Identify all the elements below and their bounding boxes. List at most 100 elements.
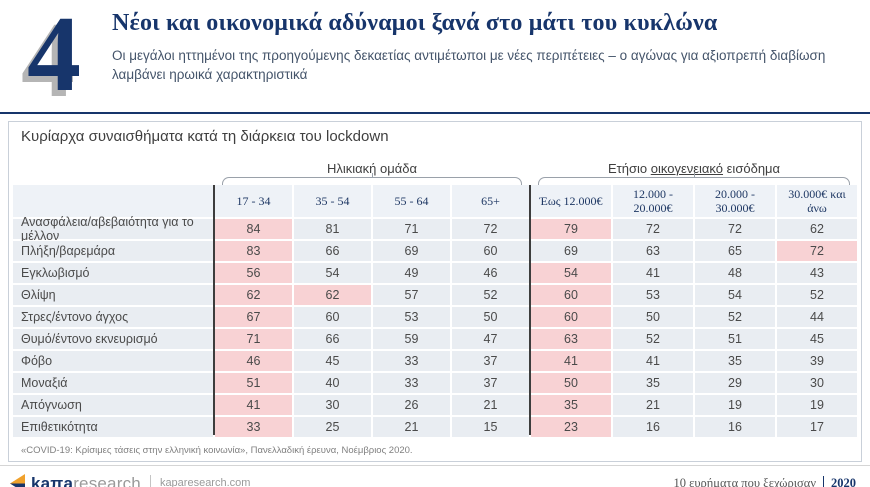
row-label: Θυμό/έντονο εκνευρισμό xyxy=(13,329,213,349)
value-cell: 69 xyxy=(373,241,450,261)
value-cell: 72 xyxy=(613,219,693,239)
value-cell: 37 xyxy=(452,373,529,393)
value-cell: 54 xyxy=(531,263,611,283)
row-label: Εγκλωβισμό xyxy=(13,263,213,283)
value-cell: 15 xyxy=(452,417,529,437)
value-cell: 54 xyxy=(695,285,775,305)
header-divider xyxy=(0,112,870,114)
column-header: 55 - 64 xyxy=(373,185,450,217)
value-cell: 72 xyxy=(452,219,529,239)
value-cell: 45 xyxy=(777,329,857,349)
group-income: Ετήσιο οικογενειακό εισόδημα xyxy=(531,161,857,185)
value-cell: 47 xyxy=(452,329,529,349)
value-cell: 83 xyxy=(215,241,292,261)
kapa-logo-icon xyxy=(10,473,25,487)
value-cell: 72 xyxy=(695,219,775,239)
table-card: Κυρίαρχα συναισθήματα κατά τη διάρκεια τ… xyxy=(8,121,862,462)
table-row: Μοναξιά 51 40 33 37 50 35 29 30 xyxy=(13,373,857,393)
value-cell: 72 xyxy=(777,241,857,261)
value-cell: 66 xyxy=(294,241,371,261)
value-cell: 35 xyxy=(531,395,611,415)
value-cell: 35 xyxy=(695,351,775,371)
row-label: Θλίψη xyxy=(13,285,213,305)
value-cell: 65 xyxy=(695,241,775,261)
value-cell: 62 xyxy=(294,285,371,305)
group-income-bracket xyxy=(538,173,850,185)
row-label: Επιθετικότητα xyxy=(13,417,213,437)
slide-number: 4 xyxy=(27,0,81,114)
value-cell: 30 xyxy=(777,373,857,393)
value-cell: 84 xyxy=(215,219,292,239)
footer-tagline: 10 ευρήματα που ξεχώρισαν xyxy=(673,475,816,487)
value-cell: 71 xyxy=(373,219,450,239)
value-cell: 63 xyxy=(613,241,693,261)
footer-year: 2020 xyxy=(831,475,856,487)
footer-year-separator xyxy=(823,475,824,487)
value-cell: 66 xyxy=(294,329,371,349)
value-cell: 41 xyxy=(613,263,693,283)
value-cell: 33 xyxy=(373,351,450,371)
group-income-label: Ετήσιο οικογενειακό εισόδημα xyxy=(607,161,781,176)
value-cell: 35 xyxy=(613,373,693,393)
value-cell: 52 xyxy=(452,285,529,305)
value-cell: 60 xyxy=(531,307,611,327)
table-body: Ανασφάλεια/αβεβαιότητα για το μέλλον 84 81… xyxy=(13,215,857,437)
value-cell: 60 xyxy=(531,285,611,305)
value-cell: 52 xyxy=(695,307,775,327)
value-cell: 21 xyxy=(452,395,529,415)
column-header: Έως 12.000€ xyxy=(531,185,611,217)
value-cell: 21 xyxy=(373,417,450,437)
value-cell: 59 xyxy=(373,329,450,349)
group-age-label: Ηλικιακή ομάδα xyxy=(326,161,417,176)
value-cell: 33 xyxy=(373,373,450,393)
row-label: Μοναξιά xyxy=(13,373,213,393)
table-row: Ανασφάλεια/αβεβαιότητα για το μέλλον 84 81… xyxy=(13,215,857,243)
logo-domain: kaparesearch.com xyxy=(159,477,251,487)
value-cell: 63 xyxy=(531,329,611,349)
value-cell: 41 xyxy=(613,351,693,371)
row-label: Πλήξη/βαρεμάρα xyxy=(13,241,213,261)
slide-footer: kaπaresearch kaparesearch.com 10 ευρήματ… xyxy=(0,465,870,487)
value-cell: 44 xyxy=(777,307,857,327)
row-label: Ανασφάλεια/αβεβαιότητα για το μέλλον xyxy=(13,215,213,243)
vertical-divider-income xyxy=(529,185,531,435)
value-cell: 45 xyxy=(294,351,371,371)
value-cell: 48 xyxy=(695,263,775,283)
value-cell: 19 xyxy=(695,395,775,415)
column-header: 30.000€ και άνω xyxy=(777,185,857,217)
column-header: 12.000 - 20.000€ xyxy=(613,185,693,217)
column-header: 20.000 - 30.000€ xyxy=(695,185,775,217)
card-title: Κυρίαρχα συναισθήματα κατά τη διάρκεια τ… xyxy=(21,128,389,145)
column-header: 35 - 54 xyxy=(294,185,371,217)
value-cell: 52 xyxy=(613,329,693,349)
footer-right: 10 ευρήματα που ξεχώρισαν 2020 xyxy=(673,475,856,487)
value-cell: 51 xyxy=(215,373,292,393)
value-cell: 25 xyxy=(294,417,371,437)
value-cell: 67 xyxy=(215,307,292,327)
value-cell: 60 xyxy=(452,241,529,261)
value-cell: 49 xyxy=(373,263,450,283)
data-table: 17 - 34 35 - 54 55 - 64 65+ Έως 12.000€ 12.00… xyxy=(13,185,857,437)
row-label: Φόβο xyxy=(13,351,213,371)
value-cell: 50 xyxy=(531,373,611,393)
row-label: Απόγνωση xyxy=(13,395,213,415)
value-cell: 26 xyxy=(373,395,450,415)
value-cell: 23 xyxy=(531,417,611,437)
value-cell: 50 xyxy=(452,307,529,327)
value-cell: 69 xyxy=(531,241,611,261)
value-cell: 52 xyxy=(777,285,857,305)
value-cell: 51 xyxy=(695,329,775,349)
table-row: Στρες/έντονο άγχος 67 60 53 50 60 50 52 44 xyxy=(13,307,857,327)
table-row: Θυμό/έντονο εκνευρισμό 71 66 59 47 63 52 51 45 xyxy=(13,329,857,349)
value-cell: 46 xyxy=(215,351,292,371)
kapa-research-logo: kaπaresearch kaparesearch.com xyxy=(10,473,251,487)
table-row: Επιθετικότητα 33 25 21 15 23 16 16 17 xyxy=(13,417,857,437)
value-cell: 17 xyxy=(777,417,857,437)
table-row: Εγκλωβισμό 56 54 49 46 54 41 48 43 xyxy=(13,263,857,283)
value-cell: 62 xyxy=(215,285,292,305)
column-header-row: 17 - 34 35 - 54 55 - 64 65+ Έως 12.000€ 12.00… xyxy=(13,185,857,217)
table-row: Θλίψη 62 62 57 52 60 53 54 52 xyxy=(13,285,857,305)
logo-separator xyxy=(149,474,151,487)
value-cell: 60 xyxy=(294,307,371,327)
value-cell: 33 xyxy=(215,417,292,437)
